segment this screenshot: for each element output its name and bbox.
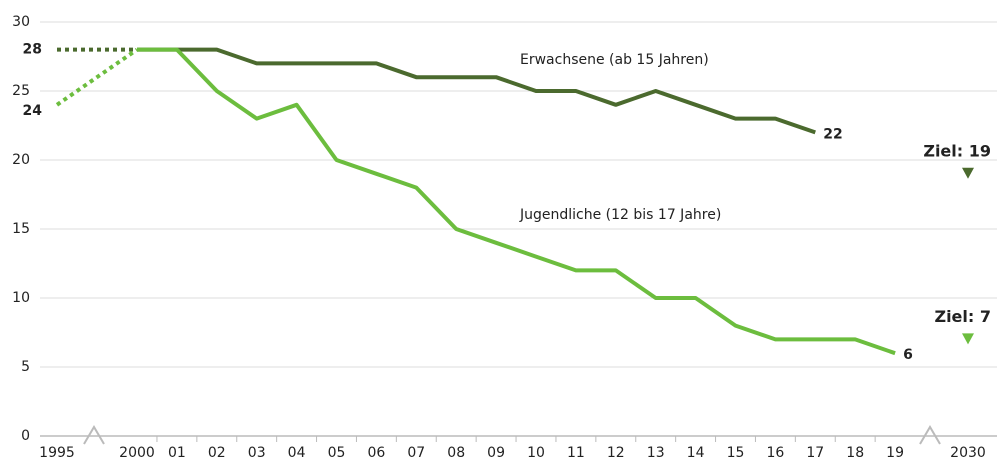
x-tick-label: 13	[647, 445, 665, 461]
series-label: Jugendliche (12 bis 17 Jahre)	[519, 207, 721, 223]
x-tick-label: 06	[367, 445, 385, 461]
x-tick-label: 14	[687, 445, 705, 461]
x-tick-label: 19	[886, 445, 904, 461]
x-tick-label: 10	[527, 445, 545, 461]
x-tick-label: 12	[607, 445, 625, 461]
x-tick-label: 09	[487, 445, 505, 461]
x-tick-label: 2030	[950, 445, 986, 461]
target-marker	[962, 167, 974, 179]
x-tick-label: 03	[248, 445, 266, 461]
target-marker	[962, 333, 974, 345]
x-tick-label: 16	[766, 445, 784, 461]
x-tick-label: 15	[727, 445, 745, 461]
y-tick-label: 0	[21, 428, 30, 444]
series-line-dotted	[55, 47, 139, 107]
start-label: 24	[23, 103, 43, 119]
end-label: 22	[823, 126, 842, 142]
x-tick-label: 17	[806, 445, 824, 461]
x-tick-label: 08	[447, 445, 465, 461]
x-tick-label: 1995	[39, 445, 75, 461]
x-tick-label: 18	[846, 445, 864, 461]
series-line	[137, 47, 896, 356]
x-tick-label: 01	[168, 445, 186, 461]
target-label: Ziel: 7	[934, 307, 991, 326]
start-label: 28	[23, 42, 42, 58]
x-tick-label: 04	[288, 445, 306, 461]
x-tick-label: 05	[328, 445, 346, 461]
x-tick-label: 11	[567, 445, 585, 461]
target-label: Ziel: 19	[923, 141, 991, 160]
x-tick-label: 2000	[119, 445, 155, 461]
series-line	[137, 47, 816, 135]
y-tick-label: 25	[12, 83, 30, 99]
axis-breaks	[83, 425, 941, 445]
y-tick-label: 10	[12, 290, 30, 306]
end-label: 6	[903, 347, 913, 363]
y-tick-label: 20	[12, 152, 30, 168]
x-tick-label: 07	[407, 445, 425, 461]
x-tick-label: 02	[208, 445, 226, 461]
y-tick-label: 30	[12, 14, 30, 30]
y-tick-label: 15	[12, 221, 30, 237]
y-tick-label: 5	[21, 359, 30, 375]
series-label: Erwachsene (ab 15 Jahren)	[520, 52, 709, 68]
